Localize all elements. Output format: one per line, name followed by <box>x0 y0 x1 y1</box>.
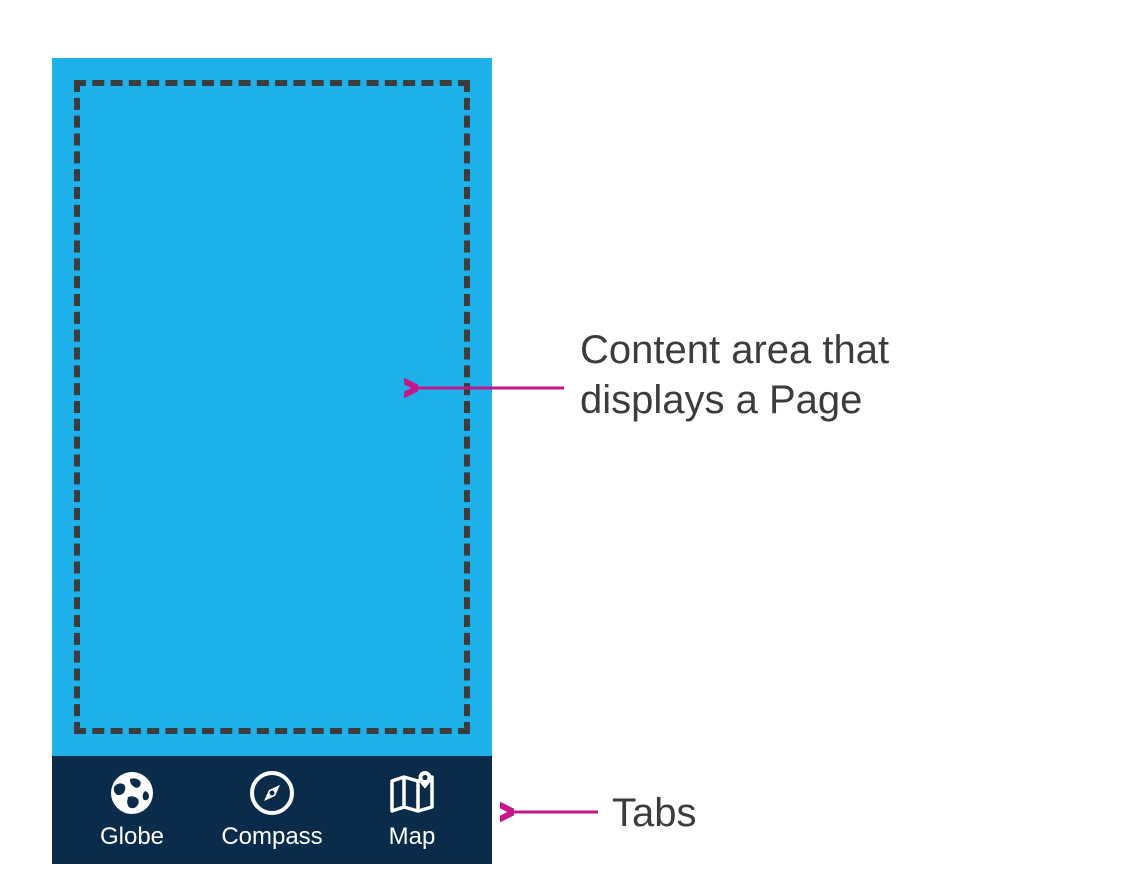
tab-compass[interactable]: Compass <box>212 769 332 851</box>
annotation-tabs: Tabs <box>612 788 697 838</box>
annotation-text: Content area that <box>580 328 889 372</box>
phone-mockup: Globe Compass <box>52 58 492 864</box>
page-placeholder-box <box>74 80 470 734</box>
annotation-content-area: Content area that displays a Page <box>580 325 889 425</box>
arrow-content <box>404 374 570 402</box>
annotation-text: displays a <box>580 378 769 422</box>
content-area <box>52 58 492 756</box>
arrow-tabs <box>500 798 604 826</box>
tab-globe[interactable]: Globe <box>72 769 192 851</box>
annotation-text: Tabs <box>612 791 697 835</box>
tab-label: Globe <box>100 823 164 851</box>
tab-label: Compass <box>221 823 322 851</box>
tab-map[interactable]: Map <box>352 769 472 851</box>
map-icon <box>388 769 436 817</box>
annotation-text-bold: Page <box>769 378 862 422</box>
globe-icon <box>108 769 156 817</box>
compass-icon <box>248 769 296 817</box>
tab-bar: Globe Compass <box>52 756 492 864</box>
tab-label: Map <box>389 823 436 851</box>
